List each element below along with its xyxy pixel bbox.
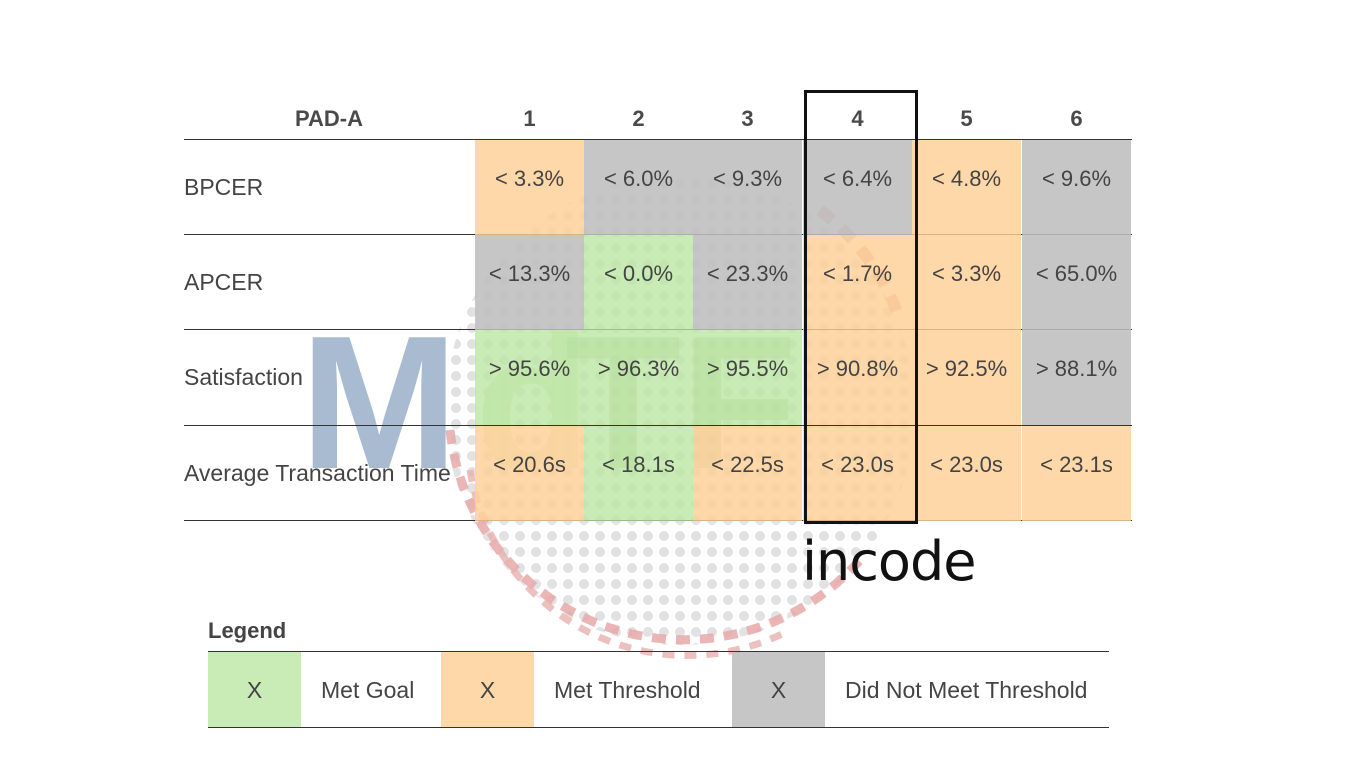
table-cell: < 4.8%	[912, 140, 1021, 235]
column-header-4: 4	[851, 106, 864, 131]
legend-swatch-met-goal: X	[208, 652, 301, 727]
table-cell: < 3.3%	[912, 235, 1021, 330]
table-cell: < 18.1s	[584, 426, 693, 521]
table-cell: < 0.0%	[584, 235, 693, 330]
table-cell: < 22.5s	[693, 426, 802, 521]
column-header-6: 6	[1070, 106, 1083, 131]
row-label-apcer: APCER	[184, 269, 264, 295]
table-title: PAD-A	[294, 106, 364, 131]
table-cell: < 20.6s	[475, 426, 584, 521]
row-divider	[184, 425, 1132, 426]
column-header-2: 2	[632, 106, 645, 131]
incode-logo: incode	[802, 530, 976, 593]
table-cell: < 6.4%	[803, 140, 912, 235]
row-divider	[184, 139, 1132, 140]
table-cell: < 9.3%	[693, 140, 802, 235]
table-cell: < 13.3%	[475, 235, 584, 330]
table-cell: > 92.5%	[912, 330, 1021, 425]
table-cell: < 65.0%	[1022, 235, 1131, 330]
table-cell: < 23.0s	[912, 426, 1021, 521]
legend-title: Legend	[208, 618, 287, 643]
column-header-1: 1	[523, 106, 536, 131]
table-cell: < 23.3%	[693, 235, 802, 330]
table-cell: > 90.8%	[803, 330, 912, 425]
table-cell: < 3.3%	[475, 140, 584, 235]
row-label-average-transaction-time: Average Transaction Time	[184, 460, 451, 486]
legend: X Met Goal X Met Threshold X Did Not Mee…	[208, 651, 1109, 728]
table-cell: > 88.1%	[1022, 330, 1131, 425]
table-cell: < 1.7%	[803, 235, 912, 330]
table-cell: < 6.0%	[584, 140, 693, 235]
svg-text:M: M	[300, 297, 458, 509]
legend-swatch-met-threshold: X	[441, 652, 534, 727]
table-cell: < 23.1s	[1022, 426, 1131, 521]
results-table: PAD-A 1 2 3 4 5 6 BPCER < 3.3% < 6.0% < …	[184, 92, 1132, 522]
legend-label-met-goal: Met Goal	[321, 677, 415, 703]
table-cell: > 95.5%	[693, 330, 802, 425]
column-header-5: 5	[960, 106, 973, 131]
legend-label-met-threshold: Met Threshold	[554, 677, 701, 703]
column-header-3: 3	[741, 106, 754, 131]
table-cell: < 23.0s	[803, 426, 912, 521]
row-label-bpcer: BPCER	[184, 174, 264, 200]
table-cell: > 96.3%	[584, 330, 693, 425]
table-cell: < 9.6%	[1022, 140, 1131, 235]
row-label-satisfaction: Satisfaction	[184, 364, 303, 390]
legend-swatch-did-not-meet-threshold: X	[732, 652, 825, 727]
legend-label-did-not-meet-threshold: Did Not Meet Threshold	[845, 677, 1088, 703]
table-cell: > 95.6%	[475, 330, 584, 425]
column-4-highlight-box	[804, 90, 918, 524]
